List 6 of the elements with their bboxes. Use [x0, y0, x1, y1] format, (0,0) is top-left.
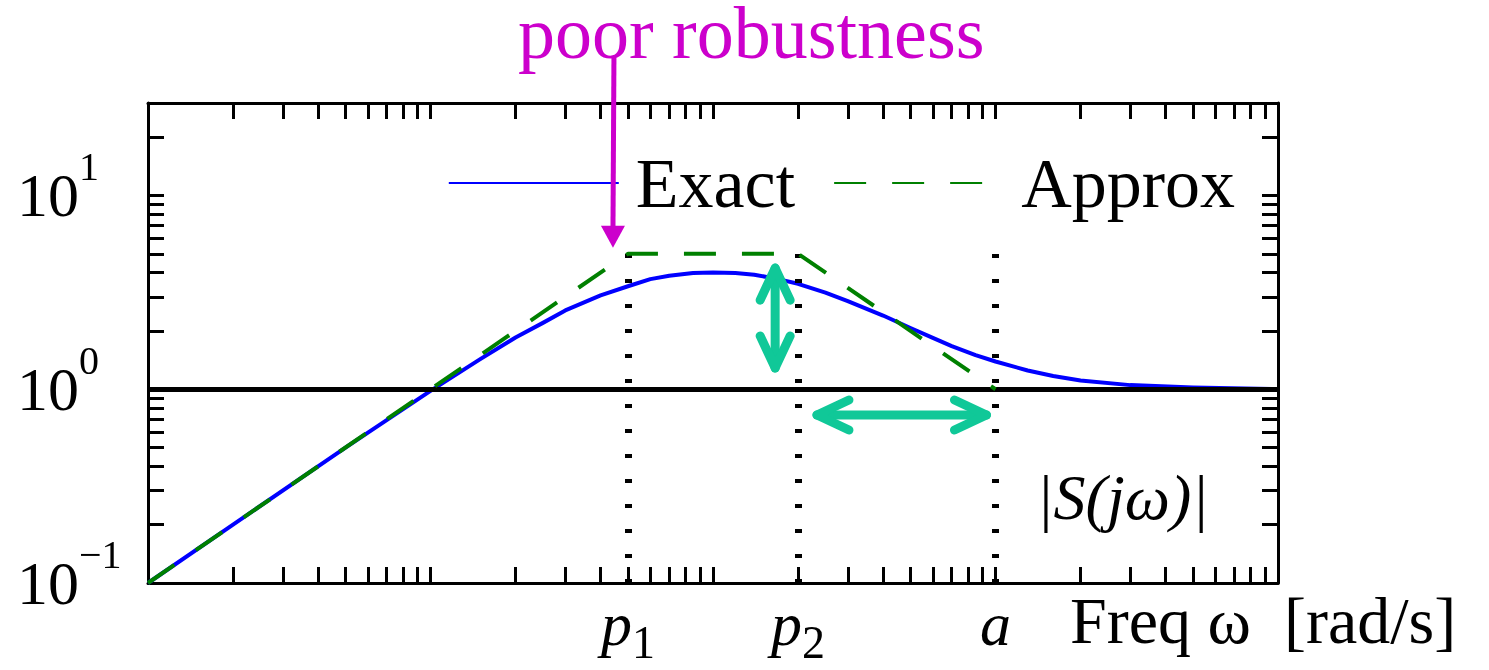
- legend-label: Approx: [1021, 144, 1236, 222]
- annotation: poor robustness: [517, 0, 985, 74]
- legend-label: Exact: [635, 144, 796, 222]
- x-tick-label: a: [980, 590, 1011, 658]
- annotation: |S(jω)|: [1036, 461, 1209, 533]
- x-axis-title: Freq ω [rad/s]: [1070, 583, 1457, 657]
